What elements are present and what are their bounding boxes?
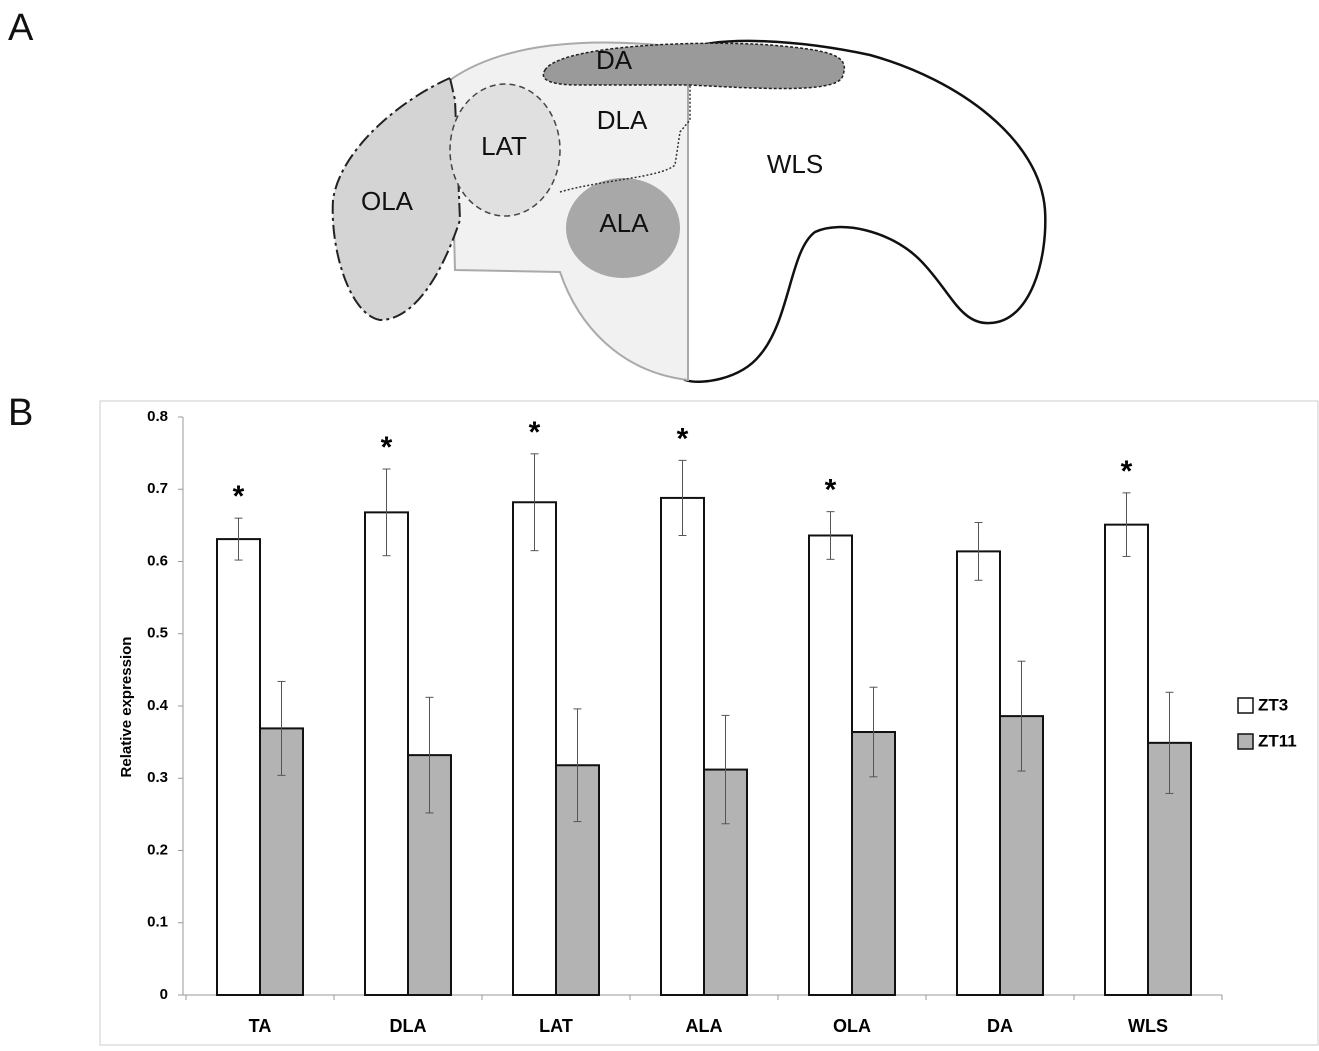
bar xyxy=(661,498,704,995)
bar xyxy=(1105,525,1148,995)
region-label: LAT xyxy=(481,131,527,161)
legend-swatch xyxy=(1238,734,1253,749)
region-label: WLS xyxy=(767,149,823,179)
x-tick-label: DA xyxy=(987,1016,1013,1036)
bar xyxy=(365,512,408,995)
x-tick-label: TA xyxy=(249,1016,272,1036)
x-tick-label: LAT xyxy=(539,1016,573,1036)
region-label: DLA xyxy=(597,105,648,135)
y-axis-label: Relative expression xyxy=(118,637,135,778)
legend-swatch xyxy=(1238,698,1253,713)
legend-label: ZT3 xyxy=(1258,695,1288,714)
y-tick-label: 0.4 xyxy=(147,697,169,714)
region-label: OLA xyxy=(361,186,414,216)
y-tick-label: 0.2 xyxy=(147,841,168,858)
panel-label: B xyxy=(8,392,33,434)
y-tick-label: 0.5 xyxy=(147,625,168,642)
x-tick-label: WLS xyxy=(1128,1016,1168,1036)
brain-diagram: DA DLA LAT WLS OLA ALA xyxy=(333,41,1046,382)
panel-label: A xyxy=(8,7,34,49)
y-tick-label: 0 xyxy=(160,986,168,1003)
figure: A B DA DLA LAT WLS OLA ALA Relative expr… xyxy=(0,0,1319,1046)
x-tick-label: OLA xyxy=(833,1016,871,1036)
x-tick-label: DLA xyxy=(390,1016,427,1036)
significance-mark: * xyxy=(825,474,837,507)
significance-mark: * xyxy=(233,480,245,513)
significance-mark: * xyxy=(381,431,393,464)
bar xyxy=(957,551,1000,995)
y-tick-label: 0.6 xyxy=(147,552,168,569)
x-tick-label: ALA xyxy=(686,1016,723,1036)
wls-region xyxy=(685,41,1045,382)
significance-mark: * xyxy=(529,416,541,449)
bar xyxy=(217,539,260,995)
bar xyxy=(513,502,556,995)
y-tick-label: 0.1 xyxy=(147,914,168,931)
significance-mark: * xyxy=(1121,455,1133,488)
y-tick-label: 0.8 xyxy=(147,408,168,425)
region-label: ALA xyxy=(599,208,649,238)
significance-mark: * xyxy=(677,422,689,455)
region-label: DA xyxy=(596,45,633,75)
y-tick-label: 0.7 xyxy=(147,480,168,497)
bar xyxy=(809,535,852,995)
y-tick-label: 0.3 xyxy=(147,769,168,786)
legend-label: ZT11 xyxy=(1258,731,1297,750)
